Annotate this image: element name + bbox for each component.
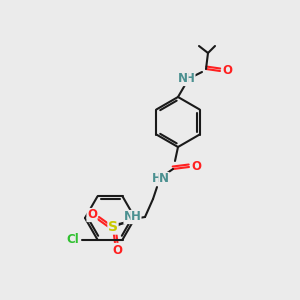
Text: O: O xyxy=(191,160,201,173)
Text: N: N xyxy=(124,211,134,224)
Text: N: N xyxy=(159,172,169,185)
Text: N: N xyxy=(178,73,188,85)
Text: O: O xyxy=(112,244,122,256)
Text: H: H xyxy=(131,211,141,224)
Text: Cl: Cl xyxy=(66,233,79,246)
Text: H: H xyxy=(152,172,162,185)
Text: S: S xyxy=(108,220,118,234)
Text: O: O xyxy=(87,208,97,221)
Text: O: O xyxy=(222,64,232,77)
Text: H: H xyxy=(185,73,195,85)
